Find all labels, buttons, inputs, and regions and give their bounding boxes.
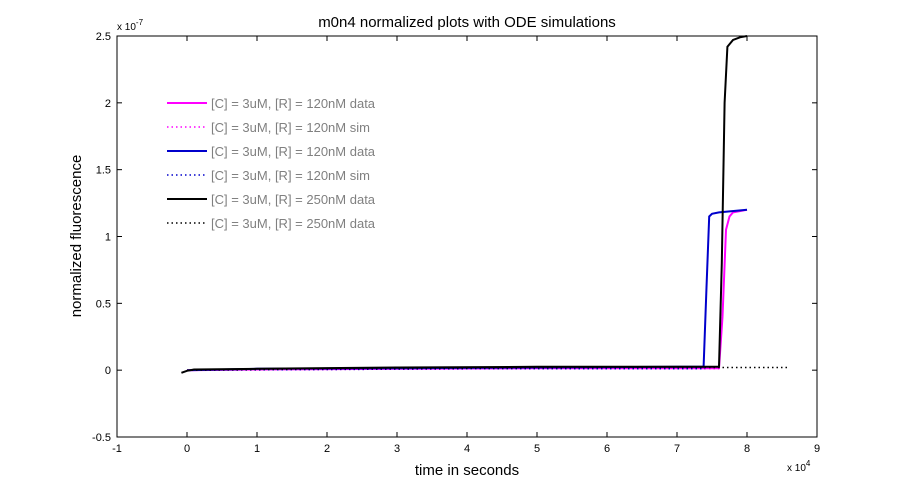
axes-layer: -1 0 1 2 3 4 5 6 7 8 9 -0.5 0 0.5 1 1.5 2 2.5 xyxy=(92,31,820,455)
x-tick-label: 9 xyxy=(814,443,820,455)
y-multiplier-base: x 10 xyxy=(117,22,136,33)
legend-label-5: [C] = 3uM, [R] = 250nM data xyxy=(211,192,376,207)
x-tick-label: 1 xyxy=(254,443,260,455)
y-tick-label: 2.5 xyxy=(96,31,111,43)
legend-label-2: [C] = 3uM, [R] = 120nM sim xyxy=(211,120,370,135)
y-tick-label: 1.5 xyxy=(96,165,111,177)
x-axis-title: time in seconds xyxy=(415,462,519,479)
legend-label-3: [C] = 3uM, [R] = 120nM data xyxy=(211,144,376,159)
legend: [C] = 3uM, [R] = 120nM data [C] = 3uM, [R… xyxy=(167,96,376,231)
x-tick-label: 8 xyxy=(744,443,750,455)
y-tick-label: 0 xyxy=(105,365,111,377)
x-axis-multiplier: x 104 xyxy=(787,459,811,474)
y-tick-label: 2 xyxy=(105,98,111,110)
legend-label-6: [C] = 3uM, [R] = 250nM data xyxy=(211,216,376,231)
x-tick-label: -1 xyxy=(112,443,122,455)
y-tick-label: -0.5 xyxy=(92,432,111,444)
x-tick-label: 2 xyxy=(324,443,330,455)
series-layer xyxy=(181,35,789,374)
x-multiplier-base: x 10 xyxy=(787,463,806,474)
x-tick-label: 3 xyxy=(394,443,400,455)
x-tick-label: 7 xyxy=(674,443,680,455)
y-multiplier-exponent: -7 xyxy=(136,18,144,27)
y-tick-label: 0.5 xyxy=(96,298,111,310)
x-tick-label: 5 xyxy=(534,443,540,455)
y-axis-multiplier: x 10-7 xyxy=(117,18,144,33)
y-tick-label: 1 xyxy=(105,232,111,244)
x-multiplier-exponent: 4 xyxy=(806,459,811,468)
x-tick-label: 4 xyxy=(464,443,470,455)
x-tick-label: 6 xyxy=(604,443,610,455)
series-line-5 xyxy=(181,35,748,374)
x-tick-label: 0 xyxy=(184,443,190,455)
legend-label-4: [C] = 3uM, [R] = 120nM sim xyxy=(211,168,370,183)
y-axis-title: normalized fluorescence xyxy=(68,155,85,318)
legend-label-1: [C] = 3uM, [R] = 120nM data xyxy=(211,96,376,111)
chart-title: m0n4 normalized plots with ODE simulatio… xyxy=(318,14,616,31)
series-line-6 xyxy=(186,366,789,371)
